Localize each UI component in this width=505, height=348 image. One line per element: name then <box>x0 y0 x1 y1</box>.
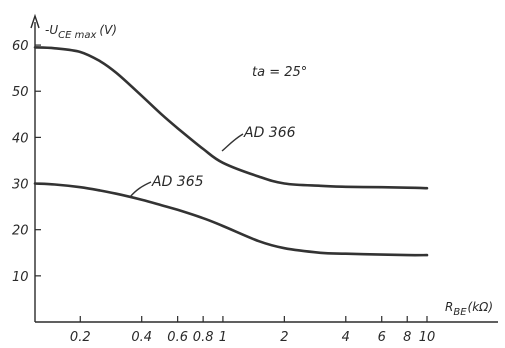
x-tick-label-5: 2 <box>280 330 288 345</box>
y-tick-label-1: 20 <box>12 224 29 239</box>
series-line-ad366 <box>33 46 429 190</box>
y-axis-arrow <box>30 13 40 29</box>
y-tick-label-0: 10 <box>12 270 29 285</box>
y-tick-label-4: 50 <box>12 85 29 100</box>
x-tick-label-9: 10 <box>419 330 436 345</box>
x-axis-title: RBE(kΩ) <box>445 300 493 318</box>
series-label-ad365: AD 365 <box>151 174 204 190</box>
series-leader-ad365 <box>129 181 152 198</box>
x-tick-label-2: 0.6 <box>167 330 188 345</box>
y-tick-label-2: 30 <box>12 178 29 193</box>
x-tick-label-8: 8 <box>403 330 411 345</box>
series-line-ad365 <box>33 182 429 257</box>
y-tick-label-5: 60 <box>12 39 29 54</box>
series-leader-ad366 <box>221 133 244 152</box>
temperature-annotation: ta = 25° <box>252 65 307 80</box>
x-tick-label-6: 4 <box>342 330 350 345</box>
y-ticks: 10 20 30 40 50 60 <box>12 39 41 285</box>
x-tick-label-4: 1 <box>219 330 227 345</box>
x-ticks: 0.2 0.4 0.6 0.8 1 2 4 6 8 10 <box>70 316 435 345</box>
y-tick-label-3: 40 <box>12 131 29 146</box>
x-tick-label-3: 0.8 <box>193 330 214 345</box>
y-axis-title: -UCE max (V) <box>45 23 117 41</box>
x-tick-label-7: 6 <box>378 330 386 345</box>
x-tick-label-0: 0.2 <box>70 330 91 345</box>
x-tick-label-1: 0.4 <box>131 330 152 345</box>
series-label-ad366: AD 366 <box>243 125 296 141</box>
series-group <box>33 46 429 257</box>
